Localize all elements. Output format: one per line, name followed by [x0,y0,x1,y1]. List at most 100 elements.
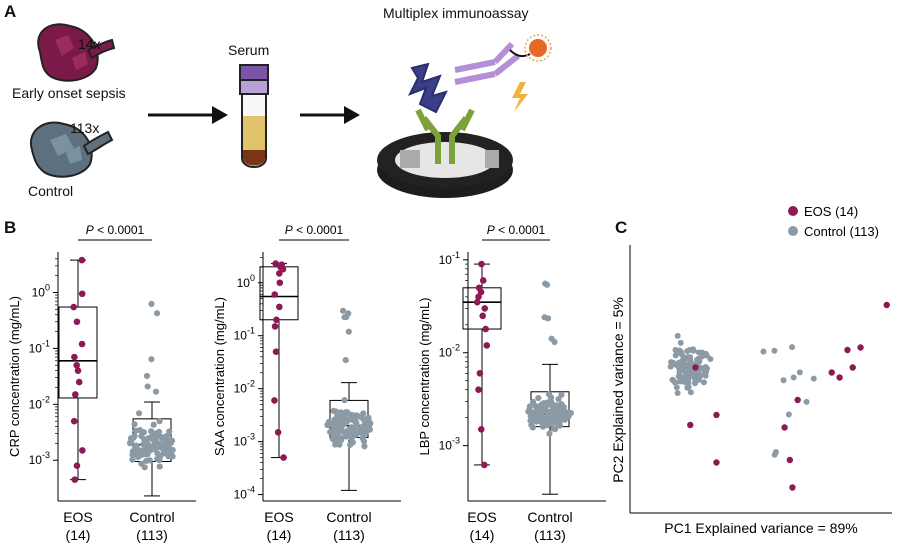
eos-point [275,270,283,277]
control-point [535,394,542,402]
control-point [167,449,174,456]
control-point [557,414,564,421]
legend-label: EOS (14) [804,204,858,219]
control-point [810,375,817,382]
control-point [151,441,158,448]
lbp-boxplot: 10-3 10-2 10-1 LBP concentration (mg/mL) P <… [417,223,606,543]
arrow-icon [148,106,228,124]
eos-point [78,340,86,348]
control-point [558,406,565,413]
eos-point [271,323,279,330]
eos-point [271,291,279,298]
eos-point [280,454,287,461]
eos-point [473,298,481,306]
control-group-label: Control [28,183,74,199]
control-point [165,442,172,450]
eos-point [781,424,788,431]
control-point [525,408,532,415]
control-point [141,464,148,471]
control-point [668,359,675,366]
category-label: Control [527,509,572,525]
control-point [342,357,349,364]
control-point [144,451,151,458]
control-point [780,377,787,384]
control-point [789,344,796,351]
control-point [556,422,563,429]
control-point [360,438,368,445]
eos-point [692,364,699,371]
control-point [349,439,356,446]
control-point [679,374,686,381]
category-n-label: (14) [267,527,292,543]
control-point [707,356,714,363]
control-point [678,351,685,358]
saa-boxplot: 10-4 10-3 10-2 10-1 100 SAA concentration (mg… [212,223,401,543]
control-point [673,384,680,391]
control-point [685,379,692,386]
eos-point [272,348,280,355]
eos-point [73,462,81,469]
control-point [674,389,681,396]
control-point [685,354,692,361]
y-tick-label: 10-3 [439,436,460,453]
control-point [336,413,343,421]
eos-point [479,277,487,284]
control-point [332,441,339,448]
control-point [785,411,792,418]
eos-point [789,484,796,491]
y-tick-label: 10-2 [234,379,255,396]
control-point [669,376,676,383]
control-point [341,397,348,404]
control-point [683,363,690,370]
eos-group-label: Early onset sepsis [12,85,126,101]
control-point [529,424,536,431]
eos-point [475,293,482,301]
control-point [156,463,163,470]
y-tick-label: 10-2 [439,343,460,360]
control-point [360,410,367,417]
control-point [803,398,810,405]
control-point [771,451,778,458]
control-point [132,427,139,434]
control-point [150,421,157,428]
control-point [160,442,168,449]
control-point [131,421,138,428]
control-point [690,346,697,353]
control-point [526,403,533,410]
category-label: EOS [63,509,93,525]
eos-point [273,316,280,324]
category-label: Control [326,509,371,525]
y-axis-label: PC2 Explained variance = 5% [610,297,626,483]
category-n-label: (113) [136,527,168,543]
control-point [691,380,698,387]
control-point [687,389,694,396]
control-point [141,436,148,443]
control-point [695,349,702,356]
control-point [345,310,352,317]
eos-point [271,397,278,404]
control-point [771,347,778,354]
assay-label: Multiplex immunoassay [383,5,529,21]
y-tick-label: 10-3 [29,450,50,467]
control-point [143,372,151,380]
eos-count-label: 14x [78,36,101,52]
eos-point [479,312,487,320]
panel-letter-c: C [615,218,628,237]
control-point [548,394,555,401]
eos-point [476,370,484,377]
pca-scatter: PC1 Explained variance = 89% PC2 Explaine… [610,204,892,536]
category-label: EOS [264,509,294,525]
control-point [548,335,555,342]
eos-point [71,476,79,483]
eos-point [477,425,485,433]
control-point [695,355,702,362]
control-point [555,395,562,403]
eos-point [478,260,485,268]
eos-point [276,303,283,311]
panel-letter-a: A [4,2,17,21]
y-axis-label: CRP concentration (mg/mL) [7,296,22,457]
control-point [543,281,551,288]
y-axis-label: LBP concentration (mg/mL) [417,298,432,456]
control-point [697,372,704,379]
control-point [330,407,337,414]
